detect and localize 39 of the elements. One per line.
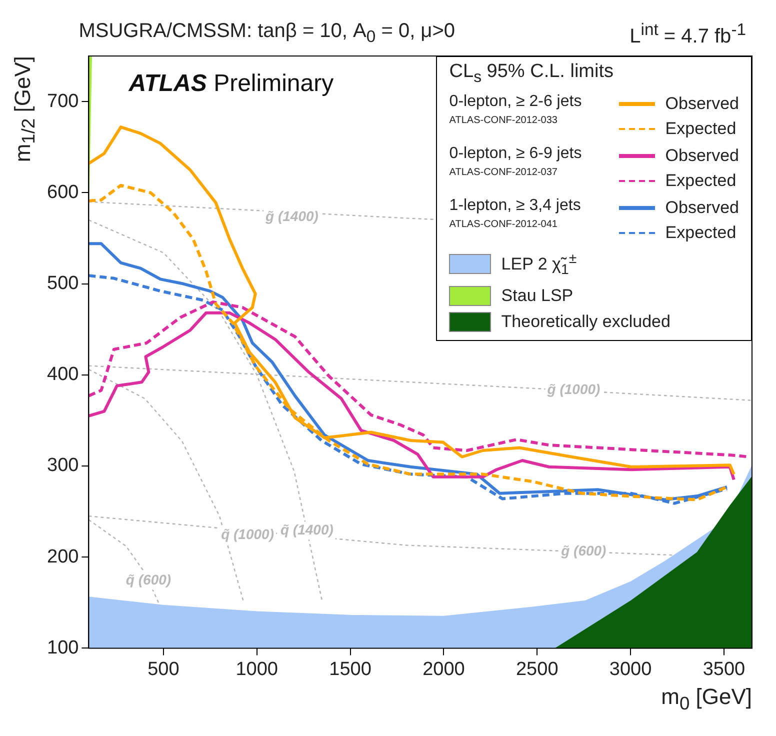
x-axis-title: m$_{0}$ [GeV] bbox=[661, 684, 752, 715]
legend-label: Theoretically excluded bbox=[501, 310, 670, 333]
x-tick-label: 2000 bbox=[422, 658, 465, 680]
y-tick-label: 100 bbox=[47, 637, 79, 658]
annotation: 1-lepton, ≥ 3,4 jets bbox=[449, 196, 582, 216]
y-tick-label: 600 bbox=[47, 182, 79, 203]
annotation: ATLAS-CONF-2012-033 bbox=[449, 114, 558, 128]
y-tick-label: 200 bbox=[47, 546, 79, 568]
x-tick-label: 2500 bbox=[516, 658, 558, 680]
x-tick-label: 3500 bbox=[702, 658, 746, 680]
legend-label: Expected bbox=[665, 118, 736, 138]
x-tick-label: 1500 bbox=[329, 658, 372, 680]
legend-label: Expected bbox=[665, 222, 736, 242]
annotation: ATLAS-CONF-2012-041 bbox=[449, 218, 558, 232]
annotation: g̃ (1400) bbox=[264, 208, 319, 224]
annotation: g̃ (600) bbox=[560, 542, 607, 558]
y-tick-label: 400 bbox=[47, 364, 79, 386]
chart-title: MSUGRA/CMSSM: tanβ = 10, A$_{0}$ = 0, μ>0 bbox=[78, 20, 456, 47]
annotation: q̃ (600) bbox=[126, 572, 172, 588]
legend-label: Observed bbox=[665, 198, 739, 217]
annotation: 0-lepton, ≥ 2-6 jets bbox=[449, 92, 583, 112]
annotation: q̃ (1400) bbox=[280, 522, 334, 538]
x-tick-label: 3000 bbox=[609, 658, 652, 680]
legend-label: Stau LSP bbox=[501, 284, 574, 307]
annotation: ATLAS Preliminary bbox=[128, 70, 334, 98]
x-tick-label: 1000 bbox=[236, 658, 278, 680]
annotation: g̃ (1000) bbox=[546, 381, 601, 398]
legend-label: Observed bbox=[665, 146, 739, 165]
annotation: q̃ (1000) bbox=[221, 526, 274, 542]
legend-title: CL$_{s}$ 95% C.L. limits bbox=[449, 61, 614, 87]
legend-label: Observed bbox=[665, 94, 739, 113]
legend-label: Expected bbox=[665, 170, 736, 190]
y-tick-label: 500 bbox=[47, 273, 79, 294]
y-tick-label: 300 bbox=[47, 455, 79, 476]
x-tick-label: 500 bbox=[148, 658, 180, 680]
y-tick-label: 700 bbox=[47, 90, 79, 112]
annotation: ATLAS-CONF-2012-037 bbox=[449, 166, 558, 180]
chart-subtitle: L$^{int}$ = 4.7 fb$^{-1}$ bbox=[630, 20, 746, 49]
annotation: 0-lepton, ≥ 6-9 jets bbox=[449, 144, 583, 164]
